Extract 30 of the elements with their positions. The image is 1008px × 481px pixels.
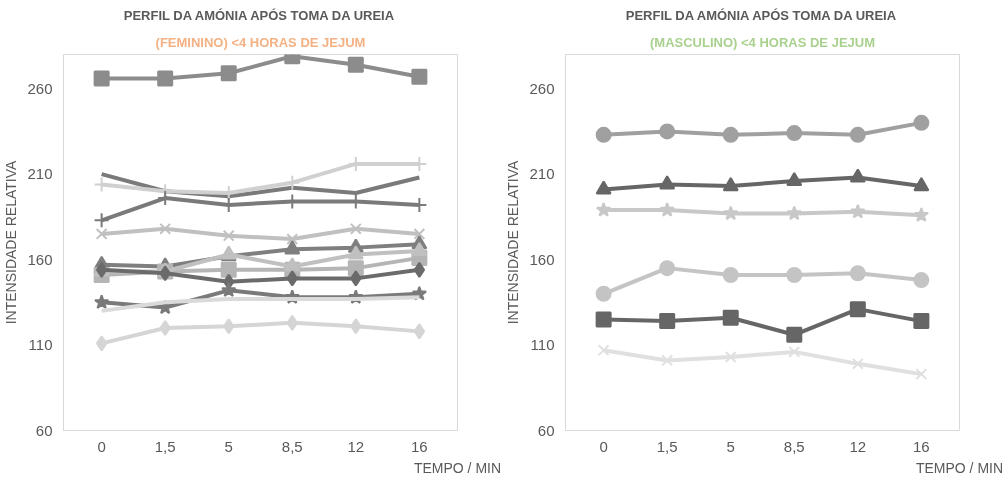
x-tick-label: 16 — [411, 437, 428, 455]
x-axis-title: TEMPO / MIN — [915, 459, 1004, 476]
x-tick-label: 12 — [347, 437, 365, 455]
x-tick-label: 16 — [913, 437, 930, 455]
x-tick-label: 0 — [599, 437, 608, 455]
chart-subtitle: (FEMININO) <4 HORAS DE JEJUM — [155, 34, 366, 50]
y-axis-title: INTENSIDADE RELATIVA — [505, 160, 522, 325]
y-tick-label: 260 — [27, 79, 53, 97]
chart-title: PERFIL DA AMÓNIA APÓS TOMA DA UREIA — [123, 7, 395, 23]
x-tick-label: 12 — [849, 437, 867, 455]
x-tick-label: 5 — [726, 437, 735, 455]
chart-subtitle: (MASCULINO) <4 HORAS DE JEJUM — [650, 34, 875, 50]
x-tick-label: 8,5 — [783, 437, 805, 455]
y-tick-label: 110 — [28, 336, 53, 354]
y-tick-label: 60 — [35, 421, 53, 439]
y-axis-title: INTENSIDADE RELATIVA — [3, 160, 20, 325]
x-tick-label: 1,5 — [656, 437, 678, 455]
y-tick-label: 60 — [537, 421, 555, 439]
x-tick-label: 1,5 — [154, 437, 176, 455]
y-tick-label: 110 — [530, 336, 555, 354]
x-axis-title: TEMPO / MIN — [413, 459, 502, 476]
y-tick-label: 260 — [529, 79, 555, 97]
y-tick-label: 160 — [529, 250, 555, 268]
x-tick-label: 0 — [97, 437, 106, 455]
x-tick-label: 8,5 — [281, 437, 303, 455]
x-tick-label: 5 — [224, 437, 233, 455]
chart-title: PERFIL DA AMÓNIA APÓS TOMA DA UREIA — [625, 7, 897, 23]
y-tick-label: 210 — [27, 165, 53, 183]
y-tick-label: 210 — [529, 165, 555, 183]
y-tick-label: 160 — [27, 250, 53, 268]
